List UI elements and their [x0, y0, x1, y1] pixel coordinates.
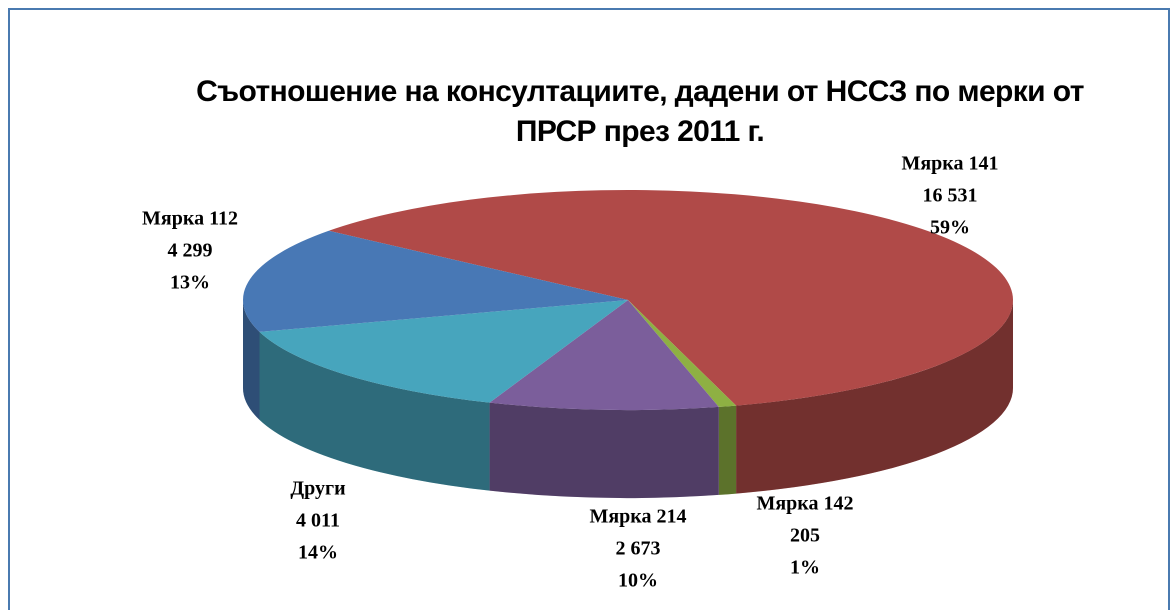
slice-side	[489, 402, 719, 498]
slice	[243, 230, 628, 332]
slice-side	[736, 300, 1013, 494]
value-label: 4 299	[168, 240, 213, 262]
side-shade	[489, 402, 719, 498]
slice-label: Мярка 141	[901, 153, 998, 175]
slice-label: Други	[290, 478, 345, 500]
value-label: 205	[790, 525, 820, 547]
percent-label: 1%	[790, 557, 820, 579]
slice-side	[718, 405, 737, 495]
value-label: 2 673	[616, 538, 661, 560]
side-shade	[243, 300, 260, 420]
chart-frame	[8, 8, 1170, 610]
value-label: 4 011	[296, 510, 340, 532]
percent-label: 59%	[930, 217, 970, 239]
percent-label: 13%	[170, 272, 210, 294]
slice	[259, 300, 628, 403]
value-label: 16 531	[923, 185, 978, 207]
slice-label: Мярка 214	[589, 506, 686, 528]
side-shade	[718, 405, 737, 495]
side-shade	[736, 300, 1013, 494]
percent-label: 14%	[298, 542, 338, 564]
slice	[489, 300, 719, 410]
percent-label: 10%	[618, 570, 658, 592]
slice-label: Мярка 142	[756, 493, 853, 515]
slice	[628, 300, 737, 407]
chart-title: Съотношение на консултациите, дадени от …	[196, 75, 1084, 148]
slice	[328, 190, 1013, 406]
side-shade	[259, 331, 490, 491]
slice-label: Мярка 112	[142, 208, 238, 230]
slice-side	[243, 300, 260, 420]
slice-side	[259, 331, 490, 491]
